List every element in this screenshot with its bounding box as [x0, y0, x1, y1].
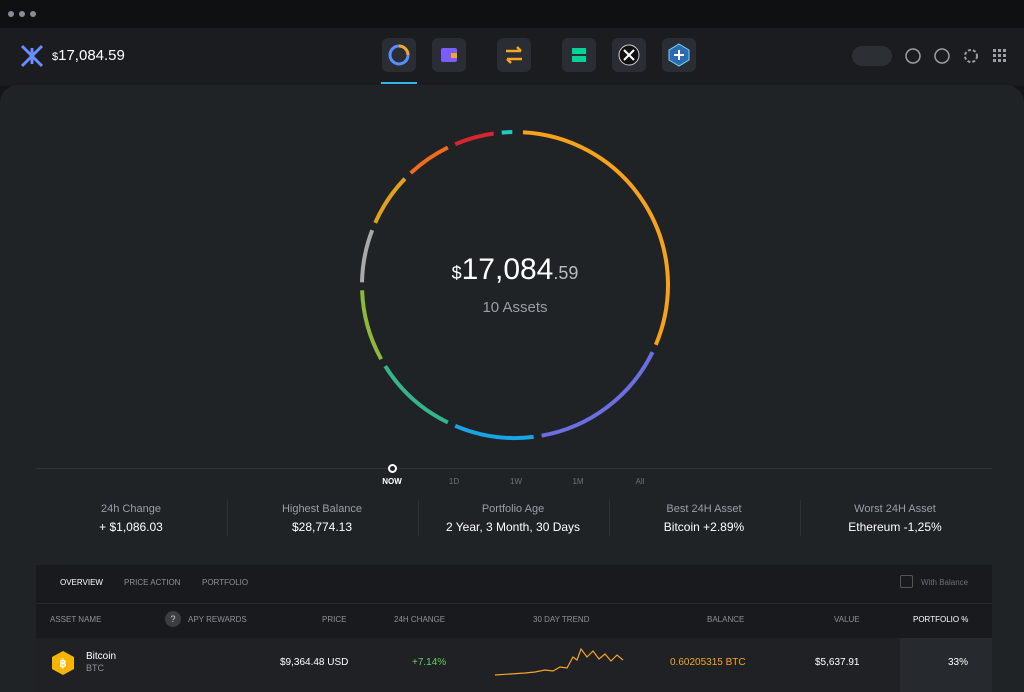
trend-sparkline — [495, 647, 624, 676]
donut-segment[interactable] — [454, 423, 534, 441]
stat-divider — [418, 500, 419, 536]
currency: $ — [52, 51, 59, 63]
stat-divider — [800, 500, 801, 536]
bitcoin-icon: ฿ — [52, 651, 74, 675]
stat-label: Highest Balance — [281, 503, 363, 515]
app-tab[interactable] — [612, 38, 646, 72]
stat: Worst 24H Asset Ethereum -1,25% — [800, 503, 990, 534]
table-tab[interactable]: OVERVIEW — [60, 578, 103, 587]
donut-segment[interactable] — [373, 177, 407, 224]
stat-value: Ethereum -1,25% — [848, 520, 942, 534]
stat-label: Best 24H Asset — [666, 503, 742, 515]
asset-name: Bitcoin — [86, 651, 117, 662]
donut-segment[interactable] — [360, 229, 375, 283]
column-header[interactable]: APY REWARDS — [188, 615, 247, 624]
amount: 17,084.59 — [58, 47, 125, 64]
highlight-cell — [900, 638, 992, 692]
currency: $ — [451, 263, 462, 283]
timeline-option[interactable]: 1W — [510, 477, 522, 486]
timeline-handle[interactable] — [388, 464, 397, 473]
asset-change: +7.14% — [412, 657, 447, 668]
stat-divider — [609, 500, 610, 536]
timeline-option[interactable]: 1M — [572, 477, 584, 486]
table-tab[interactable]: PRICE ACTION — [124, 578, 181, 587]
column-header[interactable]: 24H CHANGE — [394, 615, 446, 624]
asset-portfolio: 33% — [948, 657, 969, 668]
stat-label: Portfolio Age — [481, 503, 545, 515]
stat-divider — [227, 500, 228, 536]
asset-balance: 0.60205315 BTC — [670, 657, 746, 668]
exchange-tab[interactable] — [497, 38, 531, 72]
column-header[interactable]: PORTFOLIO % — [913, 615, 969, 624]
table-tab[interactable]: PORTFOLIO — [202, 578, 249, 587]
donut-segment[interactable] — [360, 290, 383, 361]
column-header[interactable]: ASSET NAME — [50, 615, 102, 624]
total-balance: $17,084.59 — [415, 253, 615, 287]
wallet-tab[interactable] — [432, 38, 466, 72]
stat-value: $28,774.13 — [291, 520, 353, 534]
stat-value: + $1,086.03 — [99, 520, 163, 534]
window-dot[interactable] — [8, 11, 14, 17]
stat-value: Bitcoin +2.89% — [663, 520, 745, 534]
stat: Portfolio Age 2 Year, 3 Month, 30 Days — [418, 503, 608, 534]
timeline-line — [36, 468, 992, 469]
app-tab[interactable] — [662, 38, 696, 72]
donut-segment[interactable] — [454, 131, 495, 147]
asset-count: 10 Assets — [482, 299, 548, 316]
stat-label: 24h Change — [101, 503, 161, 515]
stat-label: Worst 24H Asset — [854, 503, 936, 515]
donut-segment[interactable] — [501, 130, 513, 135]
timeline-option[interactable]: All — [635, 477, 645, 486]
timeline-option[interactable]: NOW — [382, 477, 402, 486]
stat: Highest Balance $28,774.13 — [227, 503, 417, 534]
title-bar — [0, 0, 1024, 28]
donut-segment[interactable] — [409, 145, 449, 175]
checkbox[interactable] — [900, 575, 913, 588]
donut-segment[interactable] — [522, 130, 670, 346]
asset-ticker: BTC — [86, 663, 104, 673]
asset-price: $9,364.48 USD — [280, 657, 349, 668]
active-indicator — [381, 82, 417, 84]
donut-segment[interactable] — [541, 351, 655, 438]
header-balance: $17,084.59 — [52, 47, 125, 64]
logo — [20, 44, 44, 68]
column-header[interactable]: BALANCE — [707, 615, 745, 624]
portfolio-donut — [360, 130, 670, 441]
column-header[interactable]: 30 DAY TREND — [533, 615, 590, 624]
window-dot[interactable] — [30, 11, 36, 17]
stat: 24h Change + $1,086.03 — [36, 503, 226, 534]
toolbar-icons — [905, 48, 1006, 64]
lock-toggle[interactable] — [852, 46, 892, 66]
with-balance-label: With Balance — [921, 578, 969, 587]
help-icon[interactable]: ? — [165, 611, 181, 627]
app-tab[interactable] — [562, 38, 596, 72]
portfolio-tab[interactable] — [382, 38, 416, 72]
svg-text:฿: ฿ — [60, 658, 67, 670]
column-header[interactable]: VALUE — [834, 615, 860, 624]
asset-value: $5,637.91 — [815, 657, 860, 668]
amount-whole: 17,084 — [461, 253, 554, 286]
column-header[interactable]: PRICE — [322, 615, 347, 624]
timeline-option[interactable]: 1D — [448, 477, 460, 486]
window-dot[interactable] — [19, 11, 25, 17]
amount-cents: .59 — [553, 263, 579, 283]
divider — [36, 603, 992, 604]
asset-row[interactable] — [36, 638, 992, 692]
donut-segment[interactable] — [383, 365, 449, 425]
stat-value: 2 Year, 3 Month, 30 Days — [445, 520, 581, 534]
stat: Best 24H Asset Bitcoin +2.89% — [609, 503, 799, 534]
